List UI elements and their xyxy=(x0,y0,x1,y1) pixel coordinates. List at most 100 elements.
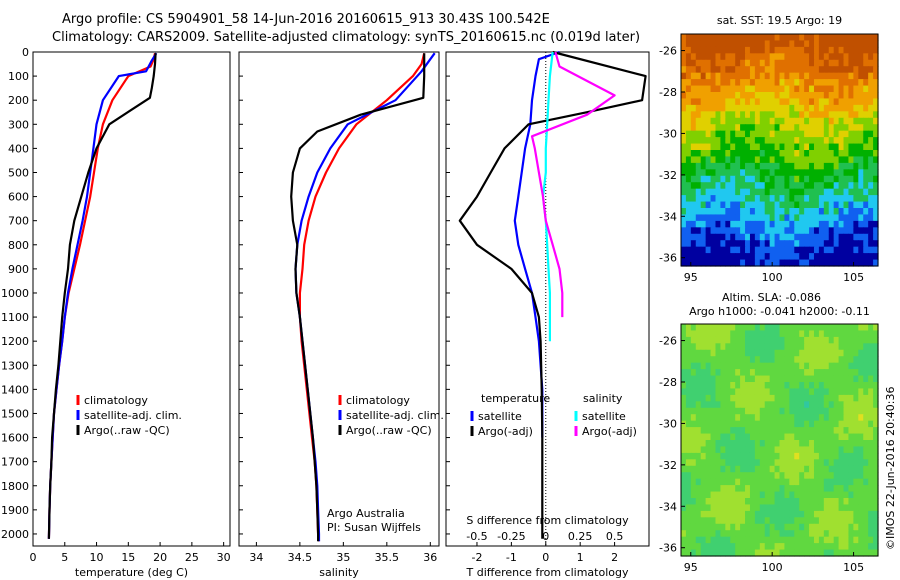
sst-map-cell xyxy=(745,246,751,254)
sst-map-cell xyxy=(779,188,786,196)
sst-map-cell xyxy=(720,195,726,203)
sla-map-cell xyxy=(710,543,717,551)
sst-map-cell xyxy=(764,233,771,241)
sla-map-cell xyxy=(818,440,825,448)
sst-map-cell xyxy=(809,130,815,138)
sst-map-cell xyxy=(813,130,820,138)
sst-map-cell xyxy=(858,98,864,106)
sla-map-cell xyxy=(705,485,712,493)
sst-map-cell xyxy=(759,214,766,222)
sst-map-cell xyxy=(838,150,845,158)
sla-map-cell xyxy=(700,375,707,383)
sst-map-cell xyxy=(764,246,771,254)
depth-tick-label: 100 xyxy=(8,70,29,83)
sst-map-cell xyxy=(799,156,805,164)
sst-map-cell xyxy=(868,162,874,170)
sla-map-cell xyxy=(745,465,751,473)
temperature-legend-label-1: satellite-adj. clim. xyxy=(84,409,182,422)
sst-map-cell xyxy=(725,66,731,74)
sst-map-cell xyxy=(789,46,795,54)
sla-map-cell xyxy=(813,375,820,383)
sla-map-cell xyxy=(774,349,781,357)
sla-map-cell xyxy=(853,459,859,467)
sla-map-cell xyxy=(868,452,874,460)
sla-map-cell xyxy=(823,543,830,551)
sst-map-cell xyxy=(813,59,820,67)
sla-map-cell xyxy=(754,336,761,344)
sla-map-cell xyxy=(823,336,830,344)
sla-map-cell xyxy=(720,362,726,370)
sla-map-cell xyxy=(740,491,746,499)
sst-map-cell xyxy=(690,240,697,248)
sst-map-cell xyxy=(818,214,825,222)
sst-map-cell xyxy=(799,150,805,158)
sst-map-cell xyxy=(700,98,707,106)
sst-map-cell xyxy=(843,220,850,228)
sst-map-cell xyxy=(695,259,702,267)
sst-map-cell xyxy=(858,240,864,248)
sst-map-cell xyxy=(681,227,687,235)
sst-map-cell xyxy=(695,59,702,67)
sst-map-cell xyxy=(833,111,840,119)
sst-map-cell xyxy=(809,124,815,132)
sst-map-cell xyxy=(695,175,702,183)
sla-map-cell xyxy=(828,504,835,512)
sla-map-cell xyxy=(735,478,741,486)
sst-map-cell xyxy=(809,195,815,203)
sst-map-cell xyxy=(695,169,702,177)
sst-map-cell xyxy=(715,111,721,119)
sla-map-cell xyxy=(779,414,786,422)
sst-map-cell xyxy=(685,220,692,228)
sst-map-cell xyxy=(809,259,815,267)
sla-map-cell xyxy=(784,382,790,390)
sst-map-cell xyxy=(794,117,800,125)
sla-map-cell xyxy=(764,517,771,525)
sla-map-cell xyxy=(690,414,697,422)
sla-map-cell xyxy=(685,336,692,344)
sla-map-cell xyxy=(794,510,800,518)
sla-map-cell xyxy=(695,491,702,499)
sst-map-cell xyxy=(813,53,820,61)
sst-map-cell xyxy=(700,182,707,190)
sla-map-cell xyxy=(700,446,707,454)
sla-map-cell xyxy=(794,349,800,357)
sst-map-cell xyxy=(745,233,751,241)
sla-map-cell xyxy=(809,491,815,499)
sst-map-cell xyxy=(745,66,751,74)
sst-map-cell xyxy=(730,66,736,74)
sla-map-cell xyxy=(695,459,702,467)
sla-map-cell xyxy=(700,440,707,448)
sla-map-cell xyxy=(690,362,697,370)
sst-map-cell xyxy=(823,143,830,151)
sla-map-cell xyxy=(813,472,820,480)
sla-map-cell xyxy=(700,510,707,518)
sst-map-cell xyxy=(700,208,707,216)
sst-map-cell xyxy=(828,195,835,203)
sla-map-cell xyxy=(725,407,731,415)
sst-map-cell xyxy=(838,130,845,138)
sst-map-cell xyxy=(745,253,751,261)
sla-map-cell xyxy=(853,394,859,402)
sst-map-cell xyxy=(759,253,766,261)
sla-map-cell xyxy=(690,498,697,506)
sst-map-cell xyxy=(759,117,766,125)
sst-map-cell xyxy=(730,214,736,222)
sla-map-cell xyxy=(789,427,795,435)
sst-map-cell xyxy=(735,156,741,164)
sst-map-cell xyxy=(725,111,731,119)
sst-map-cell xyxy=(804,220,810,228)
sst-map-cell xyxy=(804,104,810,112)
sla-map-cell xyxy=(681,394,687,402)
sst-map-cell xyxy=(779,169,786,177)
sst-map-cell xyxy=(715,220,721,228)
sla-map-cell xyxy=(833,478,840,486)
sst-map-cell xyxy=(873,246,879,254)
sla-map-cell xyxy=(700,543,707,551)
sla-map-cell xyxy=(705,543,712,551)
sst-map-cell xyxy=(730,175,736,183)
sla-map-cell xyxy=(764,420,771,428)
sst-map-cell xyxy=(735,98,741,106)
sst-map-cell xyxy=(690,46,697,54)
sst-map-cell xyxy=(754,85,761,93)
sla-map-cell xyxy=(789,414,795,422)
